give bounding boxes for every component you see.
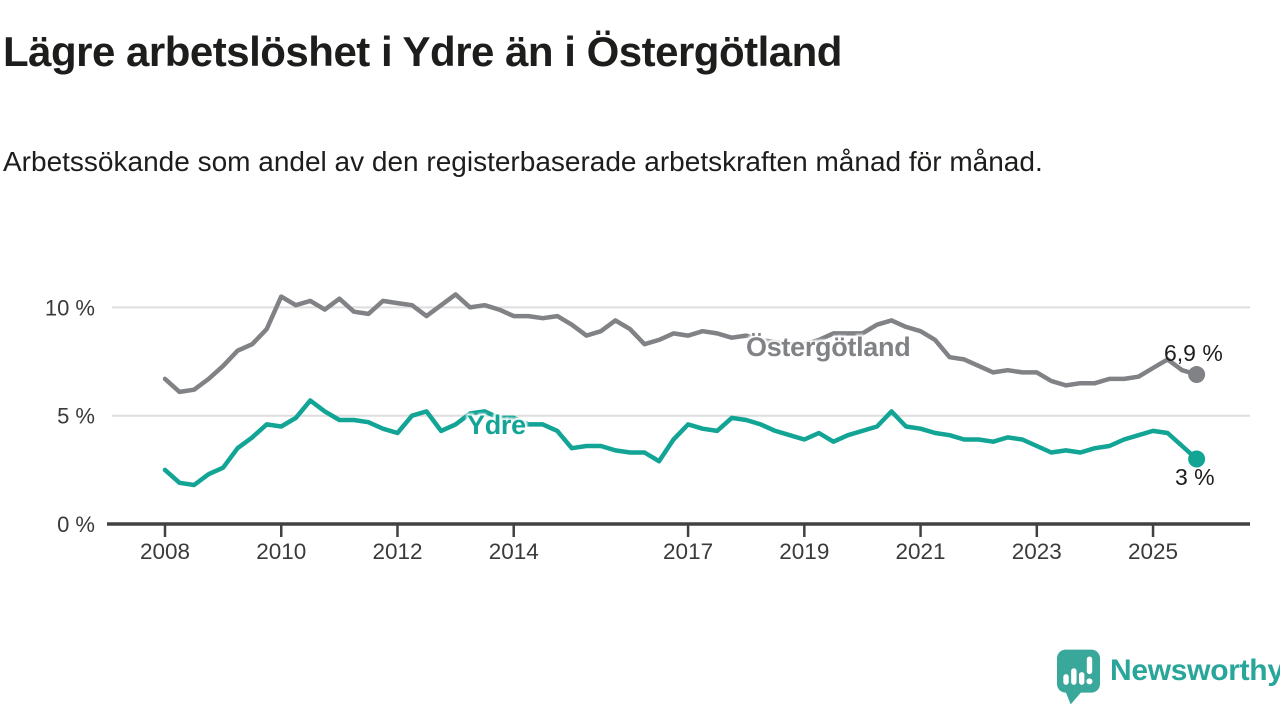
x-tick-label: 2021 <box>896 539 946 564</box>
newsworthy-logo-icon <box>1056 649 1101 705</box>
x-tick-label: 2023 <box>1012 539 1062 564</box>
series-label-ydre: Ydre <box>467 410 526 440</box>
x-tick-label: 2014 <box>489 539 539 564</box>
end-dot-ydre <box>1188 450 1206 468</box>
end-value-label-ostergotland: 6,9 % <box>1164 340 1223 366</box>
newsworthy-logo-text: Newsworthy <box>1110 654 1280 687</box>
x-tick-label: 2017 <box>663 539 713 564</box>
gridlines <box>112 306 1250 417</box>
x-tick-label: 2012 <box>372 539 422 564</box>
x-axis-labels: 2008 2010 2012 2014 2017 2019 2021 2023 2025 <box>140 539 1178 564</box>
y-axis-labels: 0 % 5 % 10 % <box>45 295 95 537</box>
end-value-label-ydre: 3 % <box>1175 464 1215 490</box>
line-ostergotland <box>162 292 1199 395</box>
x-tick-label: 2010 <box>256 539 306 564</box>
x-tick-label: 2008 <box>140 539 190 564</box>
chart-subtitle: Arbetssökande som andel av den registerb… <box>3 146 1043 177</box>
end-dot-ostergotland <box>1188 366 1206 384</box>
newsworthy-logo: Newsworthy <box>1056 648 1280 706</box>
x-tick-label: 2025 <box>1128 539 1178 564</box>
chart-title: Lägre arbetslöshet i Ydre än i Östergötl… <box>3 28 842 75</box>
series-label-ostergotland: Östergötland <box>746 332 911 362</box>
x-tick-label: 2019 <box>779 539 829 564</box>
line-ydre <box>162 398 1199 488</box>
series-lines <box>162 292 1206 488</box>
y-tick-label: 0 % <box>57 512 95 537</box>
y-tick-label: 10 % <box>45 295 95 320</box>
x-axis <box>107 522 1250 537</box>
y-tick-label: 5 % <box>57 404 95 429</box>
